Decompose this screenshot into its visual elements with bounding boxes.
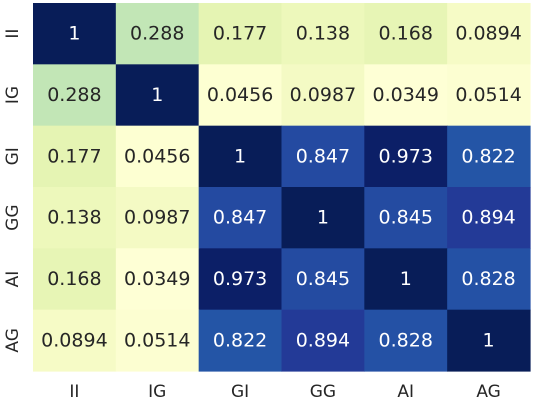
heatmap-cell-GG-AG — [447, 187, 531, 249]
cell-value-label: 0.288 — [47, 84, 101, 106]
y-tick-label: GI — [3, 147, 23, 165]
cell-value-label: 0.845 — [379, 207, 433, 229]
heatmap-cell-GG-II — [33, 187, 117, 249]
cell-value-label: 0.0514 — [455, 84, 521, 106]
heatmap-cell-GG-IG — [115, 187, 200, 249]
cell-value-label: 0.0514 — [124, 329, 190, 351]
cell-value-label: 0.0456 — [207, 84, 273, 106]
heatmap-cell-IG-AG — [447, 64, 531, 127]
cell-value-label: 0.828 — [461, 268, 515, 290]
y-tick-label: IG — [3, 86, 23, 104]
heatmap-cell-II-AG — [447, 3, 531, 65]
heatmap-cell-AI-AI — [364, 248, 448, 311]
heatmap-cell-GI-GI — [198, 125, 283, 188]
cell-value-label: 1 — [400, 268, 412, 290]
cell-value-label: 0.0894 — [41, 329, 107, 351]
heatmap-cell-GI-AG — [447, 125, 531, 188]
cell-value-label: 0.0987 — [124, 207, 190, 229]
x-tick-label: AG — [476, 382, 501, 402]
heatmap-cell-AI-GG — [281, 248, 365, 311]
heatmap-cell-IG-GG — [281, 64, 365, 127]
x-tick-label: IG — [148, 382, 166, 402]
heatmap-cells: 1 0.288 0.177 0.138 0.168 0.0894 0.288 1 0.0456 0… — [33, 3, 531, 372]
cell-value-label: 1 — [483, 329, 495, 351]
heatmap-cell-AI-AG — [447, 248, 531, 311]
heatmap-cell-IG-AI — [364, 64, 448, 127]
heatmap-cell-AG-GI — [198, 309, 283, 372]
heatmap-cell-II-II — [33, 3, 117, 65]
x-tick-label: II — [69, 382, 79, 402]
y-tick-label: GG — [3, 204, 23, 230]
x-tick-label: AI — [397, 382, 414, 402]
heatmap-cell-GG-GG — [281, 187, 365, 249]
cell-value-label: 0.894 — [461, 207, 515, 229]
cell-value-label: 0.168 — [379, 23, 433, 45]
heatmap-cell-GI-GG — [281, 125, 365, 188]
cell-value-label: 0.138 — [296, 23, 350, 45]
heatmap-cell-AG-GG — [281, 309, 365, 372]
heatmap-cell-AG-II — [33, 309, 117, 372]
cell-value-label: 0.168 — [47, 268, 101, 290]
cell-value-label: 0.822 — [213, 329, 267, 351]
cell-value-label: 0.177 — [213, 23, 267, 45]
y-axis-tick-labels: II IG GI GG AI AG — [3, 29, 23, 353]
heatmap-cell-AG-AG — [447, 309, 531, 372]
heatmap-cell-II-AI — [364, 3, 448, 65]
cell-value-label: 1 — [68, 23, 80, 45]
cell-value-label: 0.0349 — [373, 84, 439, 106]
cell-value-label: 0.973 — [379, 145, 433, 167]
heatmap-cell-GG-GI — [198, 187, 283, 249]
cell-value-label: 0.847 — [213, 207, 267, 229]
cell-value-label: 1 — [151, 84, 163, 106]
heatmap-cell-AI-GI — [198, 248, 283, 311]
cell-value-label: 0.973 — [213, 268, 267, 290]
cell-value-label: 0.138 — [47, 207, 101, 229]
cell-value-label: 0.0456 — [124, 145, 190, 167]
heatmap-cell-GI-AI — [364, 125, 448, 188]
heatmap-cell-GI-IG — [115, 125, 200, 188]
cell-value-label: 0.177 — [47, 145, 101, 167]
heatmap-cell-AG-AI — [364, 309, 448, 372]
x-tick-label: GI — [231, 382, 249, 402]
heatmap-cell-II-GG — [281, 3, 365, 65]
cell-value-label: 0.845 — [296, 268, 350, 290]
heatmap-cell-II-IG — [115, 3, 200, 65]
cell-value-label: 0.828 — [379, 329, 433, 351]
heatmap-cell-II-GI — [198, 3, 283, 65]
cell-value-label: 0.822 — [461, 145, 515, 167]
cell-value-label: 0.0987 — [290, 84, 356, 106]
x-axis-tick-labels: II IG GI GG AI AG — [69, 382, 500, 402]
heatmap-cell-AG-IG — [115, 309, 200, 372]
cell-value-label: 0.847 — [296, 145, 350, 167]
heatmap-cell-AI-IG — [115, 248, 200, 311]
heatmap-cell-GI-II — [33, 125, 117, 188]
cell-value-label: 1 — [234, 145, 246, 167]
heatmap-cell-GG-AI — [364, 187, 448, 249]
cell-value-label: 0.0349 — [124, 268, 190, 290]
cell-value-label: 0.894 — [296, 329, 350, 351]
y-tick-label: II — [3, 29, 23, 39]
heatmap-cell-IG-GI — [198, 64, 283, 127]
cell-value-label: 0.288 — [130, 23, 184, 45]
cell-value-label: 0.0894 — [455, 23, 521, 45]
heatmap-cell-IG-II — [33, 64, 117, 127]
y-tick-label: AI — [3, 271, 23, 288]
heatmap-cell-IG-IG — [115, 64, 200, 127]
heatmap-cell-AI-II — [33, 248, 117, 311]
y-tick-label: AG — [3, 328, 23, 353]
cell-value-label: 1 — [317, 207, 329, 229]
x-tick-label: GG — [310, 382, 336, 402]
